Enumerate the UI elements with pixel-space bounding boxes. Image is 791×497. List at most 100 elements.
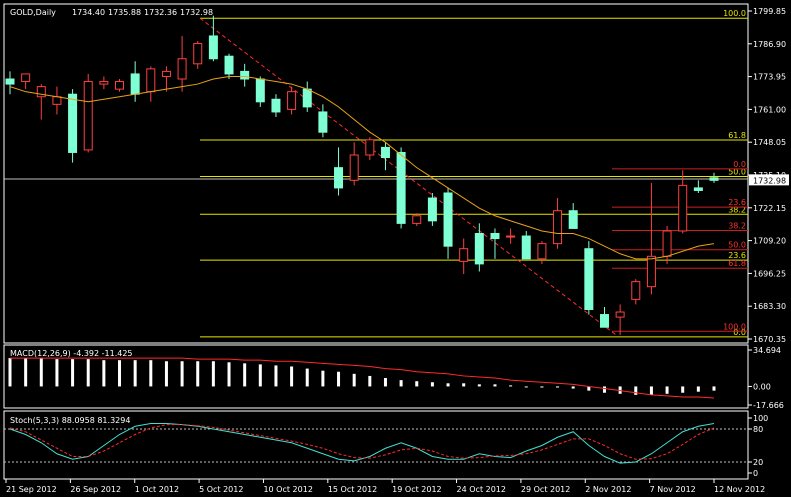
macd-bar bbox=[337, 371, 341, 387]
candle-body-up bbox=[146, 68, 156, 93]
ohlc-high: 1735.88 bbox=[108, 8, 141, 17]
time-axis-label: 19 Oct 2012 bbox=[392, 485, 441, 494]
macd-bar bbox=[118, 360, 122, 387]
stoch-axis-label: 80 bbox=[753, 425, 763, 434]
stoch-axis: 100 80 20 0 bbox=[748, 414, 768, 478]
candle-body-up bbox=[553, 210, 563, 245]
candle-body-up bbox=[52, 96, 62, 105]
macd-bar bbox=[587, 386, 591, 391]
macd-axis-label: 34.694 bbox=[753, 346, 781, 355]
fib-right-label: 100.0 bbox=[723, 322, 746, 331]
macd-panel-frame bbox=[3, 344, 749, 409]
macd-bar bbox=[180, 361, 184, 387]
candle-body-up bbox=[537, 243, 547, 260]
candles bbox=[5, 15, 719, 335]
macd-bar bbox=[712, 386, 716, 391]
macd-bar bbox=[71, 359, 75, 387]
macd-bar bbox=[305, 368, 309, 387]
candle-body-up bbox=[177, 58, 187, 80]
candle-body-up bbox=[115, 81, 125, 90]
macd-bar bbox=[462, 383, 466, 387]
macd-axis-label: 0.00 bbox=[753, 382, 771, 391]
moving-average-line bbox=[9, 75, 715, 260]
macd-bar bbox=[352, 373, 356, 387]
macd-bar bbox=[383, 378, 387, 387]
candle-body-up bbox=[36, 86, 46, 98]
candle-body-up bbox=[615, 311, 625, 318]
time-axis-label: 15 Oct 2012 bbox=[328, 485, 377, 494]
macd-bar bbox=[446, 383, 450, 387]
macd-axis-label: -17.666 bbox=[753, 401, 784, 410]
macd-axis: 34.694 0.00 -17.666 bbox=[748, 346, 784, 410]
price-panel: 100.061.850.038.223.60.0 0.023.638.250.0… bbox=[3, 3, 789, 344]
time-axis-label: 5 Oct 2012 bbox=[199, 485, 243, 494]
candle-body-up bbox=[506, 235, 516, 238]
macd-bar bbox=[24, 358, 28, 387]
macd-bar bbox=[55, 359, 59, 387]
price-axis-label: 1683.30 bbox=[753, 302, 786, 311]
fib-right-label: 61.8 bbox=[728, 259, 746, 268]
macd-bar bbox=[211, 361, 215, 387]
macd-bar bbox=[274, 365, 278, 387]
candle-body-down bbox=[599, 314, 609, 328]
candle-body-up bbox=[161, 70, 171, 77]
stoch-axis-label: 100 bbox=[753, 414, 768, 423]
macd-bar bbox=[258, 364, 262, 387]
macd-bar bbox=[133, 360, 137, 387]
candle-body-down bbox=[318, 111, 328, 133]
macd-bar bbox=[149, 360, 153, 387]
fib-left-label: 23.6 bbox=[728, 251, 746, 260]
fib-left-label: 61.8 bbox=[728, 131, 746, 140]
candle-body-up bbox=[99, 81, 109, 85]
price-panel-frame bbox=[3, 3, 749, 344]
candle-body-down bbox=[396, 151, 406, 224]
fib-left-levels: 100.061.850.038.223.60.0 bbox=[200, 9, 748, 338]
chart-title: GOLD,Daily bbox=[10, 8, 56, 17]
macd-bar bbox=[430, 382, 434, 387]
candle-body-up bbox=[631, 281, 641, 300]
fib-right-label: 38.2 bbox=[728, 221, 746, 230]
ohlc-close: 1732.98 bbox=[180, 8, 213, 17]
macd-bar bbox=[321, 370, 325, 387]
candle-body-up bbox=[678, 184, 688, 232]
macd-bar bbox=[196, 361, 200, 387]
candle-body-up bbox=[646, 255, 656, 288]
fib-right-label: 50.0 bbox=[728, 241, 746, 250]
macd-bar bbox=[634, 386, 638, 395]
price-axis-label: 1786.90 bbox=[753, 40, 786, 49]
trendline[interactable] bbox=[199, 17, 617, 336]
candle-body-down bbox=[302, 88, 312, 108]
candle-body-up bbox=[21, 73, 31, 83]
fib-right-label: 23.6 bbox=[728, 198, 746, 207]
time-axis-label: 26 Sep 2012 bbox=[70, 485, 121, 494]
candle-body-down bbox=[240, 70, 250, 80]
macd-bar bbox=[227, 362, 231, 387]
candle-body-up bbox=[412, 215, 422, 224]
time-axis-label: 29 Oct 2012 bbox=[521, 485, 570, 494]
stoch-main-line bbox=[9, 423, 715, 464]
ohlc-low: 1732.36 bbox=[144, 8, 177, 17]
candle-body-down bbox=[130, 73, 140, 95]
macd-bar bbox=[540, 386, 544, 388]
macd-bar bbox=[477, 384, 481, 387]
price-axis-label: 1722.15 bbox=[753, 204, 786, 213]
stoch-signal-line bbox=[9, 424, 715, 460]
macd-bar bbox=[696, 386, 700, 392]
stoch-panel: Stoch(5,3,3) 88.0958 81.3294 100 80 20 0 bbox=[3, 410, 768, 480]
fib-left-label: 100.0 bbox=[723, 9, 746, 18]
time-axis-label: 2 Nov 2012 bbox=[585, 485, 631, 494]
candle-body-down bbox=[693, 187, 703, 191]
ohlc-open: 1734.40 bbox=[72, 8, 105, 17]
candle-body-down bbox=[427, 197, 437, 222]
fib-left-label: 50.0 bbox=[728, 168, 746, 177]
macd-bar bbox=[8, 358, 12, 387]
candle-body-down bbox=[490, 233, 500, 240]
macd-bar bbox=[164, 361, 168, 387]
candle-body-down bbox=[380, 146, 390, 159]
fib-left-label: 38.2 bbox=[728, 205, 746, 214]
candle-body-down bbox=[208, 35, 218, 60]
stoch-title: Stoch(5,3,3) 88.0958 81.3294 bbox=[10, 416, 130, 425]
price-axis-label: 1799.85 bbox=[753, 7, 786, 16]
